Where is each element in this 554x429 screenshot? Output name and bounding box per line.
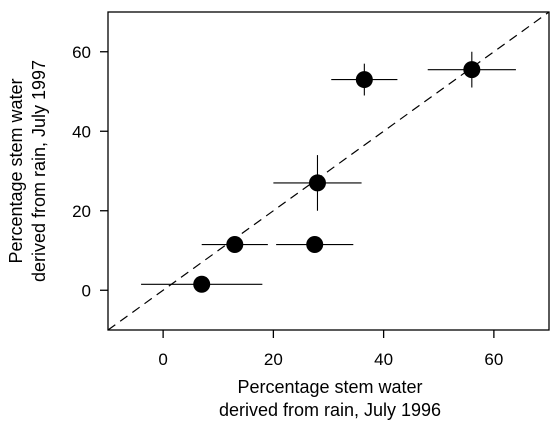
identity-line: [107, 11, 550, 331]
x-tick-label: 60: [484, 350, 503, 369]
data-point: [306, 236, 324, 254]
y-axis-title-line2: derived from rain, July 1997: [29, 60, 49, 282]
data-point: [226, 236, 244, 254]
x-axis-title-line1: Percentage stem water: [237, 377, 422, 397]
x-tick-label: 20: [264, 350, 283, 369]
data-point: [193, 275, 211, 293]
data-point: [355, 71, 373, 89]
x-axis-title-line2: derived from rain, July 1996: [219, 400, 441, 420]
data-point: [463, 61, 481, 79]
plot-frame: [107, 11, 550, 331]
y-tick-label: 60: [72, 43, 91, 62]
x-tick-label: 40: [374, 350, 393, 369]
data-point: [308, 174, 326, 192]
y-tick-label: 20: [72, 202, 91, 221]
y-tick-label: 40: [72, 122, 91, 141]
x-tick-label: 0: [158, 350, 167, 369]
y-axis-title-line1: Percentage stem water: [6, 78, 26, 263]
y-tick-label: 0: [82, 281, 91, 300]
